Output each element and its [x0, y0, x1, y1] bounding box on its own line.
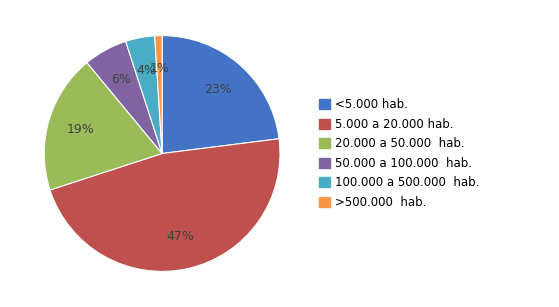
Text: 6%: 6% — [111, 73, 131, 86]
Wedge shape — [126, 36, 162, 154]
Wedge shape — [87, 41, 162, 154]
Wedge shape — [162, 36, 279, 154]
Text: 47%: 47% — [167, 230, 195, 243]
Text: 23%: 23% — [205, 83, 232, 96]
Text: 1%: 1% — [149, 62, 169, 75]
Wedge shape — [44, 63, 162, 190]
Wedge shape — [50, 139, 280, 271]
Wedge shape — [155, 36, 162, 154]
Text: 19%: 19% — [67, 123, 94, 136]
Text: 4%: 4% — [136, 64, 156, 77]
Legend: <5.000 hab., 5.000 a 20.000 hab., 20.000 a 50.000  hab., 50.000 a 100.000  hab.,: <5.000 hab., 5.000 a 20.000 hab., 20.000… — [319, 98, 480, 209]
